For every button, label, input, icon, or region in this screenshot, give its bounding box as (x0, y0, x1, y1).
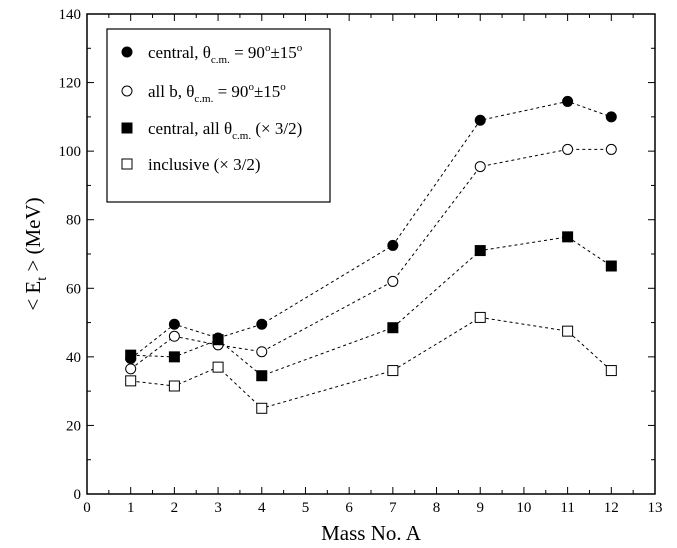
data-point (168, 330, 180, 342)
data-point (474, 161, 486, 173)
legend-label-part: central, all θ (148, 119, 232, 138)
data-point (562, 143, 574, 155)
legend-label-part: ±15 (270, 43, 296, 62)
data-point (168, 380, 180, 392)
legend-label-part: ±15 (254, 82, 280, 101)
x-tick-label: 1 (127, 500, 135, 516)
legend-label-part: all b, θ (148, 82, 194, 101)
data-point (125, 349, 137, 361)
x-tick-label: 13 (648, 500, 663, 516)
data-point (387, 365, 399, 377)
data-point (125, 363, 137, 375)
data-point (256, 318, 268, 330)
data-point (474, 311, 486, 323)
y-tick-label: 140 (59, 7, 82, 23)
y-tick-label: 100 (59, 144, 82, 160)
y-tick-label: 20 (66, 418, 81, 434)
legend-label-part: c.m. (194, 93, 213, 105)
data-series (125, 95, 617, 414)
data-point (387, 322, 399, 334)
legend-marker (121, 85, 133, 97)
legend-label-part: c.m. (211, 54, 230, 66)
data-point (168, 351, 180, 363)
legend-label-part: = 90 (230, 43, 265, 62)
series-line (130, 100, 612, 359)
data-point (474, 114, 486, 126)
x-tick-label: 9 (476, 500, 484, 516)
y-tick-label: 120 (59, 76, 82, 92)
data-point (212, 334, 224, 346)
series-4 (125, 311, 617, 414)
legend-label: all b, θc.m. = 90o±15o (148, 81, 286, 105)
data-point (125, 375, 137, 387)
legend-marker (121, 46, 133, 58)
data-point (605, 365, 617, 377)
legend-label-part: = 90 (213, 82, 248, 101)
series-line (130, 148, 612, 370)
y-axis-title-pre: < E (21, 281, 45, 311)
data-point (562, 95, 574, 107)
x-tick-label: 7 (389, 500, 397, 516)
x-tick-label: 0 (83, 500, 91, 516)
data-point (605, 143, 617, 155)
legend-label-part: o (297, 42, 303, 54)
legend-label-part: o (248, 81, 254, 93)
x-tick-label: 4 (258, 500, 266, 516)
y-tick-label: 40 (66, 350, 81, 366)
legend-label-part: inclusive (× 3/2) (148, 155, 261, 174)
legend-label-part: c.m. (232, 130, 251, 142)
data-point (605, 111, 617, 123)
y-axis-title-post: > (MeV) (21, 197, 45, 277)
legend-marker (121, 122, 133, 134)
x-tick-label: 3 (214, 500, 222, 516)
legend-box (106, 28, 331, 203)
data-point (605, 260, 617, 272)
x-tick-label: 5 (302, 500, 310, 516)
data-point (562, 231, 574, 243)
legend-marker (121, 158, 133, 170)
series-3 (125, 231, 617, 382)
legend-label-part: o (280, 81, 286, 93)
x-tick-label: 2 (171, 500, 179, 516)
data-point (256, 370, 268, 382)
legend-label-part: o (265, 42, 271, 54)
data-point (256, 346, 268, 358)
data-point (212, 361, 224, 373)
y-axis-title: < Et > (MeV) (21, 197, 50, 310)
data-point (387, 239, 399, 251)
legend-label: inclusive (× 3/2) (148, 155, 261, 174)
legend-label: central, all θc.m. (× 3/2) (148, 119, 302, 142)
legend-label: central, θc.m. = 90o±15o (148, 42, 303, 66)
y-tick-label: 60 (66, 281, 81, 297)
data-point (387, 275, 399, 287)
legend-label-part: (× 3/2) (251, 119, 302, 138)
series-1 (125, 95, 617, 365)
x-tick-label: 11 (560, 500, 574, 516)
y-tick-label: 80 (66, 213, 81, 229)
x-tick-label: 6 (345, 500, 353, 516)
series-line (130, 236, 612, 377)
data-point (474, 245, 486, 257)
data-point (562, 325, 574, 337)
data-point (168, 318, 180, 330)
legend-label-part: central, θ (148, 43, 211, 62)
y-axis-title-sub: t (35, 277, 50, 281)
x-axis-title: Mass No. A (321, 521, 422, 545)
x-tick-label: 12 (604, 500, 619, 516)
x-tick-label: 10 (516, 500, 531, 516)
series-line (130, 316, 612, 409)
y-tick-label: 0 (74, 487, 82, 503)
x-tick-label: 8 (433, 500, 441, 516)
data-point (256, 402, 268, 414)
